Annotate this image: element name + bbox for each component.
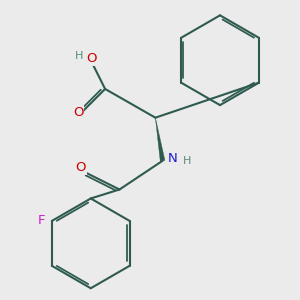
Text: O: O [75,161,86,175]
Text: H: H [183,157,191,166]
Text: F: F [38,214,46,227]
Text: O: O [86,52,97,65]
Text: O: O [73,106,83,119]
Polygon shape [155,118,165,161]
Text: H: H [75,51,83,61]
Text: N: N [168,152,178,166]
